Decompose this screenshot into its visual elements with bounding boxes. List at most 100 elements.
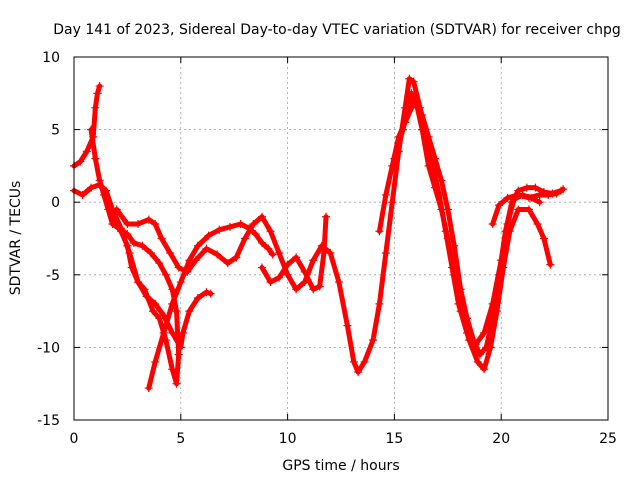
data-point bbox=[524, 205, 533, 214]
data-point bbox=[87, 125, 96, 134]
data-point bbox=[95, 176, 104, 185]
data-point bbox=[146, 249, 155, 258]
data-point bbox=[108, 219, 117, 228]
data-point bbox=[480, 365, 489, 374]
y-axis-label: SDTVAR / TECUs bbox=[8, 181, 24, 296]
x-tick-label: 20 bbox=[492, 431, 510, 447]
data-point bbox=[240, 234, 249, 243]
data-point bbox=[334, 278, 343, 287]
data-point bbox=[193, 294, 202, 303]
data-point bbox=[405, 74, 414, 83]
data-point bbox=[495, 201, 504, 210]
data-point bbox=[388, 161, 397, 170]
data-point bbox=[151, 357, 160, 366]
data-point bbox=[159, 328, 168, 337]
data-point bbox=[354, 368, 363, 377]
data-point bbox=[176, 278, 185, 287]
data-point bbox=[488, 219, 497, 228]
data-point bbox=[430, 183, 439, 192]
data-point bbox=[223, 259, 232, 268]
x-tick-labels: 0 5 10 15 20 25 bbox=[70, 431, 617, 447]
data-point bbox=[322, 212, 331, 221]
data-point bbox=[151, 219, 160, 228]
data-point bbox=[168, 328, 177, 337]
x-tick-label: 0 bbox=[70, 431, 79, 447]
data-point bbox=[390, 154, 399, 163]
data-point bbox=[388, 198, 397, 207]
data-point bbox=[155, 314, 164, 323]
data-point bbox=[266, 227, 275, 236]
plot-frame bbox=[73, 56, 609, 421]
data-point bbox=[149, 307, 158, 316]
chart-title: Day 141 of 2023, Sidereal Day-to-day VTE… bbox=[53, 22, 621, 38]
data-point bbox=[319, 249, 328, 258]
series-trace bbox=[259, 214, 329, 292]
data-point bbox=[381, 249, 390, 258]
data-point bbox=[108, 212, 117, 221]
data-point bbox=[503, 193, 512, 202]
data-point bbox=[191, 256, 200, 265]
data-point bbox=[522, 183, 531, 192]
data-point bbox=[424, 161, 433, 170]
data-point bbox=[129, 238, 138, 247]
data-point bbox=[360, 357, 369, 366]
data-point bbox=[127, 263, 136, 272]
grid-lines bbox=[74, 57, 608, 420]
data-point bbox=[82, 147, 91, 156]
data-point bbox=[193, 241, 202, 250]
data-point bbox=[123, 230, 132, 239]
y-tick-label: 0 bbox=[51, 195, 60, 211]
data-point bbox=[87, 183, 96, 192]
data-point bbox=[251, 230, 260, 239]
data-point bbox=[514, 190, 523, 199]
data-point bbox=[437, 205, 446, 214]
data-point bbox=[535, 190, 544, 199]
data-point bbox=[257, 238, 266, 247]
data-point bbox=[138, 241, 147, 250]
data-point bbox=[411, 96, 420, 105]
data-point bbox=[91, 154, 100, 163]
data-point bbox=[183, 267, 192, 276]
series-trace bbox=[114, 76, 543, 375]
data-point bbox=[249, 219, 258, 228]
data-point bbox=[172, 379, 181, 388]
data-point bbox=[407, 89, 416, 98]
x-tick-label: 25 bbox=[599, 431, 617, 447]
series-sat-a bbox=[70, 82, 104, 170]
data-point bbox=[268, 250, 277, 259]
data-point bbox=[292, 285, 301, 294]
data-point bbox=[185, 307, 194, 316]
data-point bbox=[309, 285, 318, 294]
data-point bbox=[257, 212, 266, 221]
data-point bbox=[213, 250, 222, 259]
data-point bbox=[202, 288, 211, 297]
data-point bbox=[140, 285, 149, 294]
y-tick-label: 10 bbox=[42, 50, 60, 66]
data-point bbox=[99, 190, 108, 199]
axis-ticks bbox=[73, 56, 609, 421]
data-point bbox=[104, 205, 113, 214]
data-point bbox=[168, 299, 177, 308]
data-point bbox=[492, 307, 501, 316]
series-trace bbox=[376, 95, 564, 358]
data-point bbox=[524, 193, 533, 202]
data-point bbox=[76, 157, 85, 166]
data-point bbox=[465, 336, 474, 345]
data-point bbox=[168, 365, 177, 374]
data-point bbox=[157, 234, 166, 243]
series-sat-i bbox=[488, 185, 568, 228]
data-point bbox=[283, 270, 292, 279]
data-point bbox=[266, 278, 275, 287]
data-point bbox=[473, 357, 482, 366]
data-point bbox=[161, 270, 170, 279]
y-tick-labels: -15 -10 -5 0 5 10 bbox=[37, 50, 60, 429]
data-point bbox=[91, 103, 100, 112]
data-point bbox=[95, 82, 104, 91]
data-point bbox=[533, 219, 542, 228]
data-point bbox=[369, 336, 378, 345]
data-point bbox=[456, 307, 465, 316]
data-point bbox=[283, 260, 292, 269]
y-tick-label: 5 bbox=[51, 123, 60, 139]
data-point bbox=[144, 215, 153, 224]
